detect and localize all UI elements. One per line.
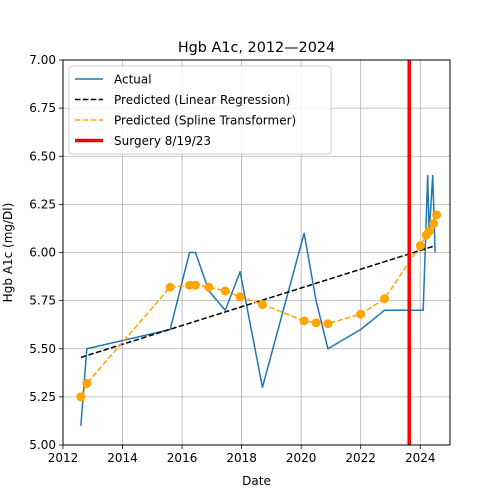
- x-tick-label: 2012: [48, 451, 79, 465]
- spline-data-point: [220, 286, 230, 296]
- y-tick-label: 6.00: [29, 246, 56, 260]
- y-tick-label: 5.00: [29, 438, 56, 452]
- spline-data-point: [82, 378, 92, 388]
- y-tick-label: 6.25: [29, 197, 56, 211]
- legend-item-spline-transformer-label: Predicted (Spline Transformer): [114, 114, 296, 128]
- x-tick-label: 2020: [286, 451, 317, 465]
- y-tick-label: 6.75: [29, 101, 56, 115]
- y-axis: 5.00 5.25 5.50 5.75 6.00 6.25 6.50 6.75 7.00: [29, 53, 63, 452]
- legend-frame: [68, 65, 332, 155]
- x-tick-label: 2014: [107, 451, 138, 465]
- spline-data-point: [204, 282, 214, 292]
- y-tick-label: 5.25: [29, 390, 56, 404]
- spline-data-point: [415, 241, 425, 251]
- spline-data-point: [424, 226, 434, 236]
- spline-data-point: [380, 294, 390, 304]
- spline-data-point: [257, 299, 267, 309]
- spline-data-point: [299, 316, 309, 326]
- series-line-actual: [80, 174, 436, 426]
- spline-data-point: [323, 319, 333, 329]
- spline-data-point: [432, 210, 442, 220]
- spline-data-point: [311, 318, 321, 328]
- legend-item-linear-regression-label: Predicted (Linear Regression): [114, 93, 290, 107]
- y-axis-label: Hgb A1c (mg/Dl): [1, 203, 15, 303]
- y-tick-label: 7.00: [29, 53, 56, 67]
- y-tick-label: 5.50: [29, 342, 56, 356]
- spline-data-point: [235, 292, 245, 302]
- x-tick-label: 2024: [405, 451, 436, 465]
- x-axis: 2012 2014 2016 2018 2020 2022 2024: [48, 445, 436, 465]
- spline-data-point: [165, 282, 175, 292]
- spline-data-point: [429, 219, 439, 229]
- spline-data-point: [190, 280, 200, 290]
- x-tick-label: 2022: [345, 451, 376, 465]
- y-tick-label: 5.75: [29, 294, 56, 308]
- legend-item-actual-label: Actual: [114, 73, 152, 87]
- x-axis-label: Date: [242, 474, 271, 488]
- spline-data-point: [356, 309, 366, 319]
- chart-title: Hgb A1c, 2012—2024: [178, 40, 335, 56]
- x-tick-label: 2016: [167, 451, 198, 465]
- legend-item-surgery-label: Surgery 8/19/23: [114, 134, 211, 148]
- data-layer: [76, 60, 442, 445]
- x-tick-label: 2018: [226, 451, 257, 465]
- spline-data-point: [76, 392, 86, 402]
- series-line-linear-regression: [80, 245, 436, 359]
- y-tick-label: 6.50: [29, 149, 56, 163]
- legend: Actual Predicted (Linear Regression) Predi…: [68, 65, 332, 155]
